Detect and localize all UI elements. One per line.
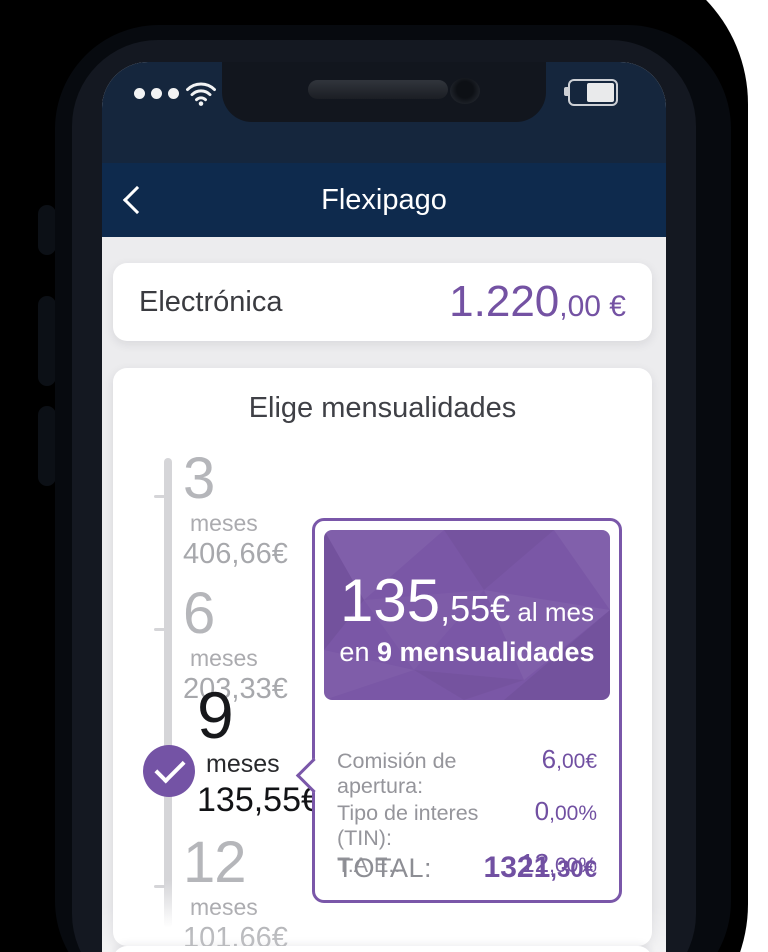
signal-dots-icon xyxy=(134,88,179,99)
option-per-month: 406,66€ xyxy=(183,538,288,571)
option-unit: meses xyxy=(190,894,258,920)
option-12-months[interactable]: 12 meses 101,66€ xyxy=(183,834,288,952)
invoice-label: Electrónica xyxy=(139,285,283,318)
option-3-months[interactable]: 3 meses 406,66€ xyxy=(183,450,288,571)
invoice-amount-decimals: ,00 € xyxy=(559,290,626,323)
option-months: 12 xyxy=(183,830,247,895)
battery-nub xyxy=(564,87,568,96)
option-months: 9 xyxy=(197,678,234,752)
option-per-month: 135,55€ xyxy=(197,780,320,819)
battery-icon xyxy=(564,79,618,106)
invoice-amount-main: 1.220 xyxy=(449,277,560,326)
volume-down-button xyxy=(38,406,56,486)
option-unit: meses xyxy=(190,510,258,536)
total-value-decimals: ,30€ xyxy=(550,856,597,883)
row-value: 6,00€ xyxy=(541,744,597,776)
monthly-amount-suffix: al mes xyxy=(510,596,594,627)
total-row: TOTAL: 1321,30€ xyxy=(337,851,597,885)
detail-row: T.A.E.: 12,00% xyxy=(337,848,597,880)
option-unit: meses xyxy=(206,750,280,778)
timeline-tick xyxy=(154,495,165,498)
option-9-months-selected[interactable]: 9 meses 135,55€ xyxy=(197,682,320,819)
row-value-decimals: ,00% xyxy=(549,854,597,877)
timeline-track xyxy=(164,458,172,928)
row-label: Comisión de apertura: xyxy=(337,749,457,798)
detail-row: Tipo de interes (TIN): 0,00% xyxy=(337,796,597,851)
option-6-months[interactable]: 6 meses 203,33€ xyxy=(183,585,288,706)
monthly-amount-main: 135 xyxy=(340,566,441,634)
line2-bold: 9 mensualidades xyxy=(376,636,595,667)
monthly-amount-decimals: ,55€ xyxy=(440,587,511,629)
detail-row: Comisión de apertura: 6,00€ xyxy=(337,744,597,799)
invoice-amount: 1.220,00 € xyxy=(449,277,626,327)
row-value-main: 0 xyxy=(534,796,550,826)
row-label: T.A.E.: xyxy=(337,853,401,877)
option-months: 3 xyxy=(183,446,215,511)
battery-fill xyxy=(587,83,614,102)
status-bar xyxy=(102,62,666,163)
next-card-peek xyxy=(113,946,652,952)
row-value-decimals: ,00% xyxy=(549,802,597,825)
line2-prefix: en xyxy=(339,636,377,667)
option-per-month: 203,33€ xyxy=(183,673,288,706)
row-label: Tipo de interes (TIN): xyxy=(337,801,479,850)
timeline-tick xyxy=(154,885,165,888)
invoice-card: Electrónica 1.220,00 € xyxy=(113,263,652,341)
detail-rows: Comisión de apertura: 6,00€ Tipo de inte… xyxy=(337,744,597,880)
back-button chevron-left-icon[interactable] xyxy=(120,185,150,215)
row-value-decimals: ,00€ xyxy=(556,750,597,773)
option-months: 6 xyxy=(183,581,215,646)
total-label: TOTAL: xyxy=(337,853,433,883)
installments-title: Elige mensualidades xyxy=(248,392,517,424)
volume-up-button xyxy=(38,296,56,386)
row-value-main: 6 xyxy=(541,744,557,774)
selected-check-icon[interactable] xyxy=(143,745,195,797)
row-value-main: 12 xyxy=(520,848,550,878)
front-camera xyxy=(450,78,480,104)
speaker-grille xyxy=(308,80,448,99)
timeline-tick xyxy=(154,628,165,631)
notch xyxy=(222,62,546,122)
installment-detail-popup: 135,55€ al mes en 9 mensualidades Comisi… xyxy=(295,518,622,903)
monthly-amount-banner: 135,55€ al mes en 9 mensualidades xyxy=(324,530,610,700)
mute-switch xyxy=(38,205,56,255)
polygon-texture xyxy=(324,530,610,700)
monthly-amount: 135,55€ al mes xyxy=(340,570,594,631)
row-value: 0,00% xyxy=(534,796,597,828)
option-unit: meses xyxy=(190,645,258,671)
installments-count-line: en 9 mensualidades xyxy=(339,637,594,668)
app-screen: Flexipago Electrónica 1.220,00 € Elige m… xyxy=(102,62,666,952)
page-title: Flexipago xyxy=(321,184,447,216)
total-value: 1321,30€ xyxy=(484,851,597,885)
total-value-main: 1321 xyxy=(483,851,551,884)
wifi-icon xyxy=(184,80,218,112)
app-header: Flexipago xyxy=(102,163,666,237)
row-value: 12,00% xyxy=(520,848,597,880)
